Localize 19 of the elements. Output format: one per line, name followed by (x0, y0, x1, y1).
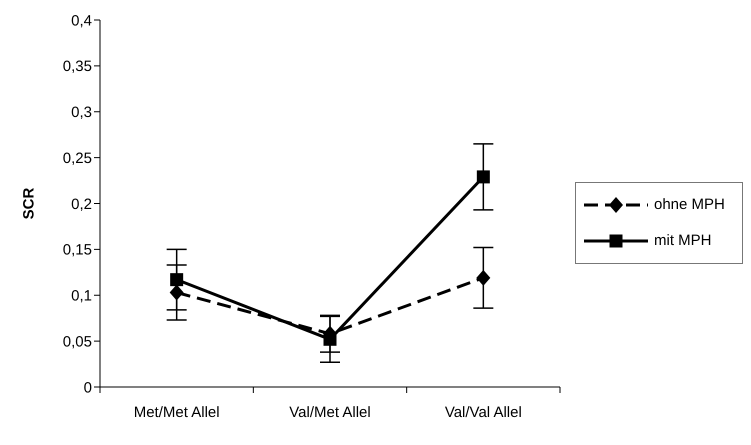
y-tick-label: 0,15 (62, 242, 92, 259)
point (170, 273, 184, 286)
y-tick-label: 0,3 (71, 104, 92, 122)
y-tick-label: 0,25 (62, 150, 92, 167)
y-tick-label: 0,2 (71, 196, 92, 213)
point (476, 170, 490, 184)
point (170, 284, 184, 300)
legend-label: mit MPH (654, 232, 712, 249)
y-axis-title: SCR (20, 188, 38, 220)
y-tick-label: 0 (84, 379, 92, 396)
x-tick-label: Val/Met Allel (289, 404, 371, 421)
x-tick-label: Met/Met Allel (134, 404, 220, 421)
legend-label: ohne MPH (654, 196, 725, 213)
y-tick-label: 0,05 (62, 333, 92, 350)
y-tick-label: 0,1 (71, 288, 92, 305)
y-tick-label: 0,35 (62, 58, 92, 76)
y-tick-label: 0,4 (71, 12, 92, 30)
x-tick-label: Val/Val Allel (444, 404, 522, 421)
point (476, 270, 490, 286)
